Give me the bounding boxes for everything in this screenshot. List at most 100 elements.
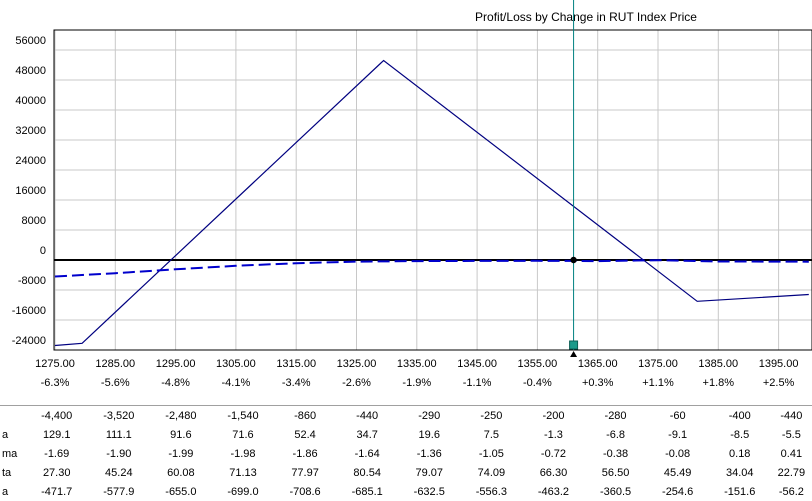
table-cell: -4,400 — [41, 409, 73, 422]
table-cell: -471.7 — [41, 485, 73, 498]
table-cell: -6.8 — [606, 428, 626, 441]
row-label — [0, 406, 26, 425]
y-tick-label: 24000 — [15, 155, 46, 167]
table-cell: -8.5 — [730, 428, 750, 441]
y-axis-ticks: 56000 48000 40000 32000 24000 16000 8000 0 -8000… — [12, 35, 46, 347]
pct-change-label: +2.5% — [763, 377, 795, 389]
table-cell: -0.08 — [665, 447, 691, 460]
table-row: a -471.7 -577.9 -655.0 -699.0 -708.6 -685.1 -63… — [0, 482, 812, 501]
table-cell: -655.0 — [165, 485, 197, 498]
chart-grid — [54, 30, 812, 351]
y-tick-label: 40000 — [15, 95, 46, 107]
table-cell: 60.08 — [167, 466, 195, 479]
table-cell: -250 — [480, 409, 503, 422]
table-cell: 129.1 — [42, 428, 71, 441]
pct-change-label: -4.1% — [222, 377, 251, 389]
pct-change-label: +1.8% — [703, 377, 735, 389]
y-tick-label: 16000 — [15, 185, 46, 197]
y-tick-label: 0 — [40, 245, 46, 257]
table-cell: -440 — [780, 409, 803, 422]
table-row: ma -1.69 -1.90 -1.99 -1.98 -1.86 -1.64 -1.36 -1.… — [0, 444, 812, 463]
table-cell: -151.6 — [724, 485, 756, 498]
x-tick-label: 1275.00 — [35, 358, 75, 370]
y-tick-label: 32000 — [15, 125, 46, 137]
y-tick-label: 56000 — [15, 35, 46, 47]
x-tick-label: 1345.00 — [457, 358, 497, 370]
x-tick-label: 1355.00 — [518, 358, 558, 370]
x-axis-ticks: 1275.00 1285.00 1295.00 1305.00 1315.00 1325.… — [35, 358, 798, 370]
table-cell: 91.6 — [170, 428, 192, 441]
table-cell: 74.09 — [477, 466, 506, 479]
table-cell: -1.98 — [230, 447, 256, 460]
table-cell: -60 — [669, 409, 686, 422]
pct-change-label: -6.3% — [41, 377, 70, 389]
series-lines — [54, 59, 809, 347]
table-cell: 19.6 — [418, 428, 440, 441]
y-tick-label: -16000 — [12, 305, 46, 317]
table-cell: -1.36 — [416, 447, 442, 460]
series-line-dashed — [54, 259, 809, 278]
table-cell: -1.99 — [168, 447, 194, 460]
pct-change-label: +0.3% — [582, 377, 614, 389]
table-cell: -2,480 — [165, 409, 197, 422]
price-handle[interactable] — [569, 340, 579, 350]
current-price-marker[interactable] — [569, 0, 579, 357]
table-cell: -0.38 — [603, 447, 629, 460]
table-cell: 71.13 — [229, 466, 257, 479]
table-cell: 77.97 — [291, 466, 319, 479]
percent-change-labels: -6.3% -5.6% -4.8% -4.1% -3.4% -2.6% -1.9% -1.1%… — [41, 377, 795, 389]
y-tick-label: -24000 — [12, 335, 46, 347]
pnl-chart: Profit/Loss by Change in RUT Index Price… — [12, 0, 812, 389]
table-cell: -685.1 — [351, 485, 383, 498]
table-cell: 34.04 — [725, 466, 754, 479]
table-cell: -254.6 — [662, 485, 694, 498]
table-cell: 22.79 — [777, 466, 806, 479]
table-cell: -1.86 — [292, 447, 318, 460]
pct-change-label: +1.1% — [642, 377, 674, 389]
table-cell: -0.72 — [540, 447, 566, 460]
y-tick-label: -8000 — [18, 275, 46, 287]
x-tick-label: 1385.00 — [698, 358, 738, 370]
row-label: ta — [2, 466, 12, 479]
pct-change-label: -3.4% — [282, 377, 311, 389]
x-tick-label: 1365.00 — [578, 358, 618, 370]
row-label: a — [2, 428, 9, 441]
table-cell: -400 — [728, 409, 751, 422]
row-label: a — [2, 485, 9, 498]
x-tick-label: 1375.00 — [638, 358, 678, 370]
table-cell: -56.2 — [778, 485, 804, 498]
table-cell: -440 — [356, 409, 379, 422]
x-tick-label: 1395.00 — [759, 358, 799, 370]
table-cell: 79.07 — [415, 466, 444, 479]
table-cell: 0.18 — [729, 447, 751, 460]
pct-change-label: -4.8% — [161, 377, 190, 389]
table-cell: 80.54 — [353, 466, 381, 479]
table-row: -4,400 -3,520 -2,480 -1,540 -860 -440 -290 -250… — [0, 406, 812, 425]
row-label: ma — [2, 447, 18, 460]
table-cell: 45.49 — [663, 466, 692, 479]
table-cell: 34.7 — [356, 428, 378, 441]
pct-change-label: -5.6% — [101, 377, 130, 389]
table-cell: -1.64 — [354, 447, 380, 460]
table-row: a 129.1 111.1 91.6 71.6 52.4 34.7 19.6 7.5 -1.3 -6… — [0, 425, 812, 444]
x-tick-label: 1285.00 — [95, 358, 135, 370]
table-cell: -9.1 — [668, 428, 688, 441]
table-cell: -3,520 — [103, 409, 135, 422]
table-cell: -200 — [542, 409, 565, 422]
table-cell: -1.3 — [543, 428, 563, 441]
table-row: ta 27.30 45.24 60.08 71.13 77.97 80.54 79.07 74.… — [0, 463, 812, 482]
current-price-dot — [570, 256, 577, 264]
table-cell: -556.3 — [475, 485, 507, 498]
table-cell: 7.5 — [483, 428, 499, 441]
table-cell: 66.30 — [539, 466, 568, 479]
table-cell: -1,540 — [227, 409, 259, 422]
x-tick-label: 1295.00 — [156, 358, 196, 370]
table-cell: -1.90 — [106, 447, 132, 460]
table-cell: -1.69 — [44, 447, 70, 460]
pct-change-label: -2.6% — [342, 377, 371, 389]
table-cell: -577.9 — [103, 485, 135, 498]
table-cell: 71.6 — [232, 428, 254, 441]
series-line-solid — [54, 59, 809, 347]
table-cell: -699.0 — [227, 485, 259, 498]
x-tick-label: 1315.00 — [276, 358, 316, 370]
